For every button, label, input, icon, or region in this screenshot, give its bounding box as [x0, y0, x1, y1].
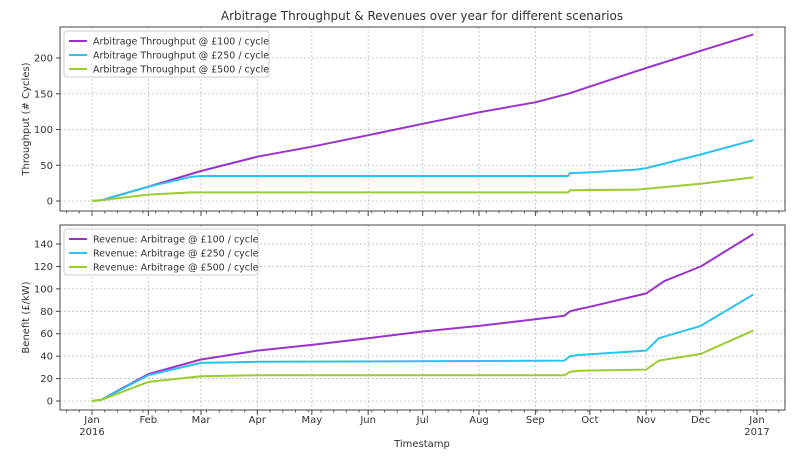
y-tick-label: 140: [34, 240, 53, 251]
y-tick-label: 100: [34, 125, 53, 136]
y-tick-label: 200: [34, 54, 53, 65]
legend-label: Arbitrage Throughput @ £100 / cycle: [93, 37, 269, 48]
series-line-2: [91, 139, 754, 202]
series-line-3: [91, 329, 754, 402]
x-tick-label: Feb: [139, 415, 157, 426]
legend-label: Revenue: Arbitrage @ £250 / cycle: [93, 249, 259, 260]
legend-box: [63, 228, 259, 276]
axes-frame: [59, 224, 786, 411]
x-tick-year-label: 2017: [744, 427, 769, 438]
legend-label: Arbitrage Throughput @ £500 / cycle: [93, 65, 269, 76]
y-tick-label: 150: [34, 89, 53, 100]
x-tick-label: Sep: [526, 415, 545, 426]
legend: Arbitrage Throughput @ £100 / cycle Arbit…: [63, 30, 270, 78]
legend: Revenue: Arbitrage @ £100 / cycle Revenue…: [63, 228, 259, 276]
y-axis-label: Throughput (# Cycles): [21, 62, 32, 176]
legend-label: Revenue: Arbitrage @ £100 / cycle: [93, 235, 259, 246]
subplot-revenue: 0 20 40 60 80 100 120 140 Benefit (£/kW) Revenue:…: [21, 224, 786, 415]
x-tick-label: May: [302, 415, 323, 426]
y-tick-label: 50: [40, 161, 53, 172]
x-tick-label: Mar: [192, 415, 212, 426]
x-tick-label: Jun: [359, 415, 376, 426]
legend-label: Arbitrage Throughput @ £250 / cycle: [93, 51, 269, 62]
x-tick-label: Apr: [249, 415, 267, 426]
y-tick-label: 80: [40, 307, 53, 318]
y-tick-label: 40: [40, 352, 53, 363]
x-tick-label: Jul: [416, 415, 429, 426]
y-tick-label: 0: [47, 197, 53, 208]
x-tick-label: Jan: [83, 415, 99, 426]
y-tick-label: 20: [40, 374, 53, 385]
y-axis-label: Benefit (£/kW): [21, 281, 32, 353]
series-line-1: [91, 233, 754, 402]
y-tick-label: 60: [40, 329, 53, 340]
y-tick-label: 100: [34, 284, 53, 295]
x-axis-label: Timestamp: [393, 439, 450, 450]
x-tick-label: Aug: [469, 415, 489, 426]
x-tick-label: Jan: [748, 415, 764, 426]
series-line-1: [91, 33, 754, 202]
x-tick-label: Oct: [581, 415, 598, 426]
x-tick-label: Dec: [691, 415, 710, 426]
x-tick-year-label: 2016: [79, 427, 104, 438]
legend-label: Revenue: Arbitrage @ £500 / cycle: [93, 263, 259, 274]
series-line-2: [91, 293, 754, 402]
series-line-3: [91, 176, 754, 202]
legend-box: [63, 30, 270, 78]
x-tick-label: Nov: [636, 415, 656, 426]
chart-title: Arbitrage Throughput & Revenues over yea…: [221, 9, 623, 23]
axes-frame: [59, 26, 786, 212]
y-tick-label: 0: [47, 397, 53, 408]
y-tick-label: 120: [34, 262, 53, 273]
